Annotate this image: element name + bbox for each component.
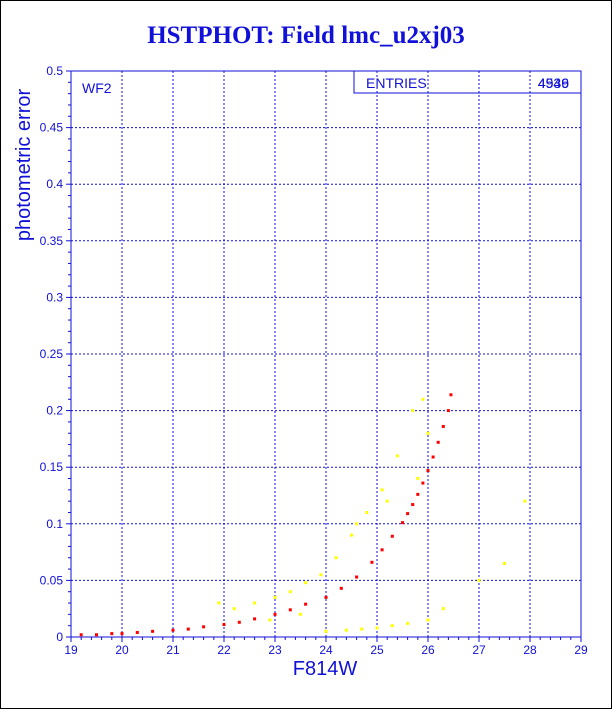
y-tick-label: 0.3 (46, 290, 63, 304)
data-point (523, 499, 527, 503)
x-tick-label: 19 (64, 643, 78, 657)
y-tick-label: 0.1 (46, 517, 63, 531)
x-tick-label: 20 (115, 643, 129, 657)
data-point (339, 586, 343, 590)
data-point (477, 578, 481, 582)
data-point (273, 595, 277, 599)
data-point (426, 469, 430, 473)
x-tick-label: 25 (370, 643, 384, 657)
data-points (79, 393, 527, 637)
data-point (446, 409, 450, 413)
data-point (441, 607, 445, 611)
stats-entries-value-2: 4546 (538, 75, 569, 91)
data-point (253, 601, 257, 605)
y-tick-label: 0.5 (46, 64, 63, 78)
data-point (395, 454, 399, 458)
data-point (232, 607, 236, 611)
data-point (135, 630, 139, 634)
data-point (288, 590, 292, 594)
data-point (390, 534, 394, 538)
chart-title: HSTPHOT: Field lmc_u2xj03 (147, 22, 465, 49)
y-axis-title: photometric error (13, 89, 35, 242)
data-point (375, 626, 379, 630)
data-point (401, 521, 404, 525)
data-point (406, 512, 410, 516)
data-point (411, 503, 415, 507)
data-point (344, 628, 348, 632)
x-tick-label: 28 (523, 643, 537, 657)
data-point (426, 431, 430, 435)
data-point (360, 627, 364, 631)
data-point (171, 628, 175, 632)
axis-ticks: 19 20 21 22 23 24 25 26 27 28 29 0 0.05 0.1 0.15 0.2 0.2… (40, 64, 588, 657)
data-point (186, 627, 190, 631)
data-point (365, 510, 369, 514)
data-point (288, 608, 292, 612)
x-tick-label: 24 (319, 643, 333, 657)
data-point (431, 455, 435, 459)
stats-box: ENTRIES 4939 4546 (353, 70, 582, 94)
data-point (411, 409, 415, 413)
x-tick-label: 22 (217, 643, 231, 657)
data-point (268, 618, 272, 622)
grid (71, 71, 581, 637)
data-point (421, 481, 425, 485)
data-point (319, 573, 323, 577)
data-point (380, 548, 384, 552)
stats-box-frame (353, 70, 582, 94)
data-point (416, 492, 420, 496)
y-tick-label: 0.4 (46, 177, 63, 191)
data-point (324, 629, 328, 633)
data-point (217, 601, 221, 605)
data-point (79, 633, 83, 637)
y-tick-label: 0.35 (40, 234, 64, 248)
data-point (304, 581, 308, 585)
data-point (503, 561, 506, 565)
x-tick-label: 29 (574, 643, 588, 657)
data-point (151, 629, 155, 633)
data-point (273, 612, 277, 616)
data-point (355, 575, 359, 579)
stats-entries-label: ENTRIES (366, 75, 427, 91)
x-tick-label: 26 (421, 643, 435, 657)
data-point (334, 556, 338, 560)
x-tick-label: 21 (166, 643, 180, 657)
data-point (390, 624, 394, 628)
data-point (299, 612, 302, 616)
data-point (120, 632, 124, 636)
data-point (421, 397, 425, 401)
data-point (355, 522, 359, 526)
y-tick-label: 0.15 (40, 460, 64, 474)
x-tick-label: 27 (472, 643, 486, 657)
x-axis-title: F814W (293, 658, 358, 680)
data-point (385, 499, 389, 503)
data-point (380, 488, 384, 492)
data-point (350, 533, 353, 537)
data-point (406, 621, 410, 625)
data-point (436, 440, 440, 444)
x-tick-label: 23 (268, 643, 282, 657)
data-point (110, 632, 114, 636)
y-tick-label: 0.25 (40, 347, 64, 361)
data-point (324, 595, 328, 599)
data-point (441, 424, 445, 428)
data-point (304, 602, 308, 606)
y-tick-label: 0 (56, 630, 63, 644)
data-point (202, 625, 206, 629)
data-point (222, 623, 226, 627)
stats-entries-value-1: 4939 (538, 75, 569, 91)
y-tick-label: 0.45 (40, 121, 64, 135)
data-point (95, 633, 98, 637)
data-point (370, 560, 374, 564)
y-tick-label: 0.2 (46, 404, 63, 418)
data-point (237, 620, 241, 624)
data-point (449, 393, 453, 397)
data-point (426, 618, 430, 622)
data-point (253, 617, 257, 621)
data-point (416, 477, 420, 481)
panel-label: WF2 (82, 80, 112, 96)
y-tick-label: 0.05 (40, 573, 64, 587)
